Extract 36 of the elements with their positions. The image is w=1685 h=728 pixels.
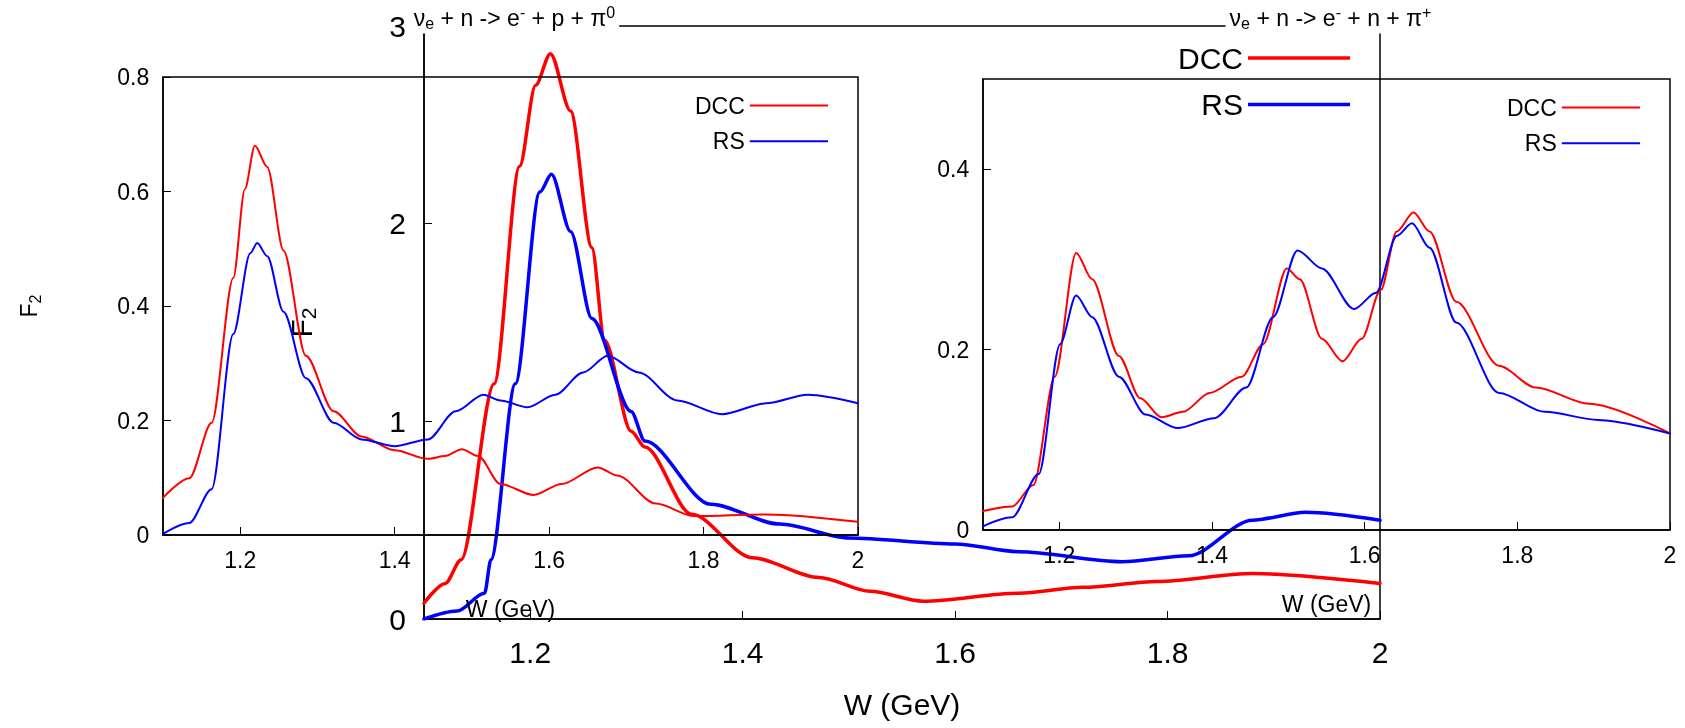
x-tick-label: 2	[1371, 635, 1389, 669]
y-tick-label: 1	[389, 404, 406, 438]
x-tick-label: 1.4	[378, 547, 411, 574]
y-tick-label: 0.2	[117, 407, 150, 434]
legend-label: DCC	[1506, 94, 1557, 121]
x-tick-label: 1.8	[1501, 542, 1534, 569]
y-tick-label: 0.2	[937, 336, 970, 363]
x-tick-label: 2	[851, 547, 865, 574]
y-tick-label: 0	[389, 602, 406, 636]
x-tick-label: 1.6	[533, 547, 566, 574]
y-tick-label: 0	[136, 522, 150, 548]
legend-label: DCC	[694, 92, 745, 119]
y-tick-label: 0.6	[117, 178, 150, 205]
x-axis-title: W (GeV)	[465, 595, 556, 622]
x-tick-label: 1.8	[687, 547, 720, 574]
x-axis-title: W (GeV)	[843, 687, 961, 721]
x-tick-label: 1.4	[721, 635, 764, 669]
legend-label: RS	[1524, 130, 1557, 157]
x-tick-label: 2	[1663, 542, 1677, 569]
x-tick-label: 1.2	[509, 635, 552, 669]
y-tick-label: 0.8	[117, 64, 150, 90]
x-tick-label: 1.8	[1146, 635, 1189, 669]
y-tick-label: 0	[956, 517, 970, 543]
y-tick-label: 0.4	[937, 156, 970, 183]
legend-label: DCC	[1178, 41, 1243, 75]
y-tick-label: 3	[389, 9, 406, 43]
x-tick-label: 1.4	[1196, 542, 1229, 569]
y-axis-title: F2	[284, 307, 320, 338]
y-tick-label: 2	[389, 207, 406, 241]
x-axis-title: W (GeV)	[1281, 590, 1372, 617]
legend-label: RS	[1201, 88, 1243, 121]
x-tick-label: 1.6	[934, 635, 976, 669]
y-tick-label: 0.4	[117, 293, 150, 319]
y-axis-title: F2	[16, 294, 44, 318]
legend-label: RS	[712, 128, 745, 155]
x-tick-label: 1.2	[224, 547, 257, 574]
